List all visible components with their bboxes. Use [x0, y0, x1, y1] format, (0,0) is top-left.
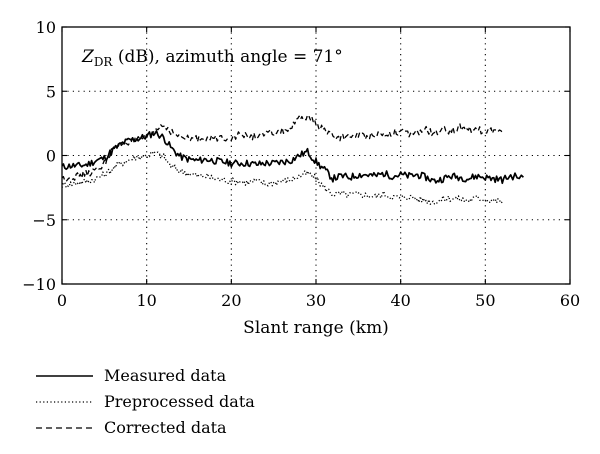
x-tick-label: 30: [306, 291, 326, 310]
x-axis-title: Slant range (km): [243, 318, 389, 338]
annotation-symbol: Z: [81, 47, 95, 67]
x-tick-label: 20: [221, 291, 241, 310]
legend-label: Preprocessed data: [104, 392, 255, 411]
x-tick-label: 60: [560, 291, 580, 310]
x-tick-labels: 0 10 20 30 40 50 60: [57, 291, 580, 310]
grid-lines: [62, 27, 570, 284]
series-line-dotted: [62, 150, 503, 206]
x-tick-label: 40: [390, 291, 410, 310]
y-tick-label: 10: [36, 18, 56, 37]
legend-label: Corrected data: [104, 418, 227, 437]
y-tick-label: −10: [22, 275, 56, 294]
legend: Measured data Preprocessed data Corrected …: [36, 366, 255, 437]
y-tick-label: 5: [46, 82, 56, 101]
series-line-dashed: [62, 114, 503, 183]
legend-label: Measured data: [104, 366, 227, 385]
x-tick-label: 50: [475, 291, 495, 310]
annotation-text: (dB), azimuth angle = 71°: [112, 47, 342, 67]
x-tick-label: 10: [136, 291, 156, 310]
y-tick-label: 0: [46, 147, 56, 166]
annotation-subscript: DR: [94, 55, 114, 69]
annotation: ZDR (dB), azimuth angle = 71°: [81, 47, 343, 69]
x-tick-label: 0: [57, 291, 67, 310]
series-line-solid: [62, 130, 524, 185]
y-tick-labels: −10 −5 0 5 10: [22, 18, 56, 294]
series-group: [62, 114, 524, 206]
axis-ticks: [61, 26, 571, 285]
y-tick-label: −5: [32, 211, 56, 230]
